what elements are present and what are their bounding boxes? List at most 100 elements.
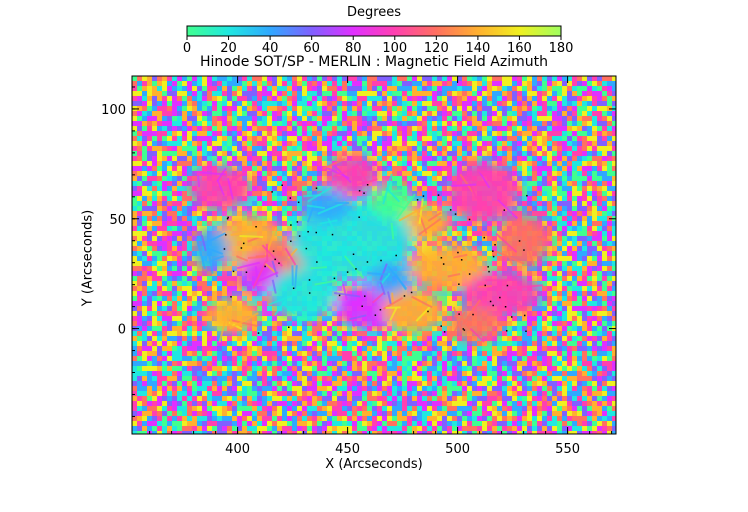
noise-pixel <box>527 76 532 81</box>
noise-pixel <box>252 146 257 151</box>
noise-pixel <box>357 141 362 146</box>
noise-pixel <box>442 136 447 141</box>
noise-pixel <box>607 231 612 236</box>
noise-pixel <box>517 211 522 216</box>
noise-pixel <box>557 321 562 326</box>
noise-pixel <box>417 176 422 181</box>
noise-pixel <box>182 191 187 196</box>
noise-pixel <box>182 131 187 136</box>
noise-pixel <box>602 86 607 91</box>
noise-pixel <box>597 211 602 216</box>
noise-pixel <box>417 96 422 101</box>
noise-pixel <box>612 266 616 271</box>
noise-pixel <box>532 176 537 181</box>
noise-pixel <box>247 156 252 161</box>
noise-pixel <box>232 276 237 281</box>
noise-pixel <box>152 161 157 166</box>
noise-pixel <box>372 91 377 96</box>
noise-pixel <box>282 141 287 146</box>
noise-pixel <box>447 306 452 311</box>
noise-pixel <box>182 76 187 81</box>
noise-pixel <box>487 226 492 231</box>
noise-pixel <box>522 171 527 176</box>
noise-pixel <box>452 221 457 226</box>
noise-pixel <box>222 101 227 106</box>
noise-pixel <box>397 81 402 86</box>
noise-pixel <box>612 306 616 311</box>
noise-pixel <box>542 161 547 166</box>
noise-pixel <box>157 96 162 101</box>
noise-pixel <box>337 286 342 291</box>
noise-pixel <box>602 151 607 156</box>
noise-pixel <box>342 96 347 101</box>
noise-pixel <box>217 146 222 151</box>
noise-pixel <box>322 171 327 176</box>
noise-pixel <box>482 86 487 91</box>
noise-pixel <box>447 201 452 206</box>
noise-pixel <box>157 166 162 171</box>
noise-pixel <box>207 151 212 156</box>
noise-pixel <box>277 131 282 136</box>
noise-pixel <box>377 116 382 121</box>
noise-pixel <box>587 201 592 206</box>
noise-pixel <box>602 91 607 96</box>
noise-pixel <box>557 261 562 266</box>
noise-pixel <box>427 76 432 81</box>
noise-pixel <box>262 111 267 116</box>
noise-pixel <box>462 151 467 156</box>
noise-pixel <box>177 221 182 226</box>
noise-pixel <box>187 111 192 116</box>
noise-pixel <box>577 306 582 311</box>
noise-pixel <box>482 226 487 231</box>
noise-pixel <box>427 186 432 191</box>
noise-pixel <box>197 301 202 306</box>
noise-pixel <box>292 96 297 101</box>
noise-pixel <box>327 101 332 106</box>
noise-pixel <box>382 146 387 151</box>
noise-pixel <box>192 126 197 131</box>
noise-pixel <box>227 106 232 111</box>
noise-pixel <box>572 76 577 81</box>
noise-pixel <box>557 301 562 306</box>
noise-pixel <box>157 226 162 231</box>
noise-pixel <box>177 111 182 116</box>
noise-pixel <box>597 146 602 151</box>
noise-pixel <box>277 96 282 101</box>
noise-pixel <box>177 171 182 176</box>
noise-pixel <box>612 226 616 231</box>
noise-pixel <box>302 131 307 136</box>
noise-pixel <box>477 116 482 121</box>
noise-pixel <box>212 106 217 111</box>
noise-pixel <box>367 121 372 126</box>
noise-pixel <box>182 121 187 126</box>
noise-pixel <box>402 161 407 166</box>
noise-pixel <box>302 81 307 86</box>
noise-pixel <box>172 111 177 116</box>
noise-pixel <box>522 141 527 146</box>
noise-pixel <box>602 236 607 241</box>
noise-pixel <box>272 171 277 176</box>
noise-pixel <box>317 96 322 101</box>
noise-pixel <box>352 131 357 136</box>
noise-pixel <box>282 131 287 136</box>
noise-pixel <box>592 326 597 331</box>
noise-pixel <box>557 141 562 146</box>
noise-pixel <box>582 241 587 246</box>
noise-pixel <box>502 266 507 271</box>
noise-pixel <box>132 131 137 136</box>
noise-pixel <box>267 121 272 126</box>
noise-pixel <box>192 131 197 136</box>
noise-pixel <box>602 246 607 251</box>
noise-pixel <box>257 136 262 141</box>
noise-pixel <box>147 226 152 231</box>
noise-pixel <box>592 226 597 231</box>
noise-pixel <box>307 91 312 96</box>
noise-pixel <box>147 271 152 276</box>
noise-pixel <box>482 81 487 86</box>
noise-pixel <box>382 116 387 121</box>
noise-pixel <box>337 116 342 121</box>
noise-pixel <box>527 86 532 91</box>
noise-pixel <box>307 141 312 146</box>
noise-pixel <box>182 216 187 221</box>
noise-pixel <box>217 121 222 126</box>
